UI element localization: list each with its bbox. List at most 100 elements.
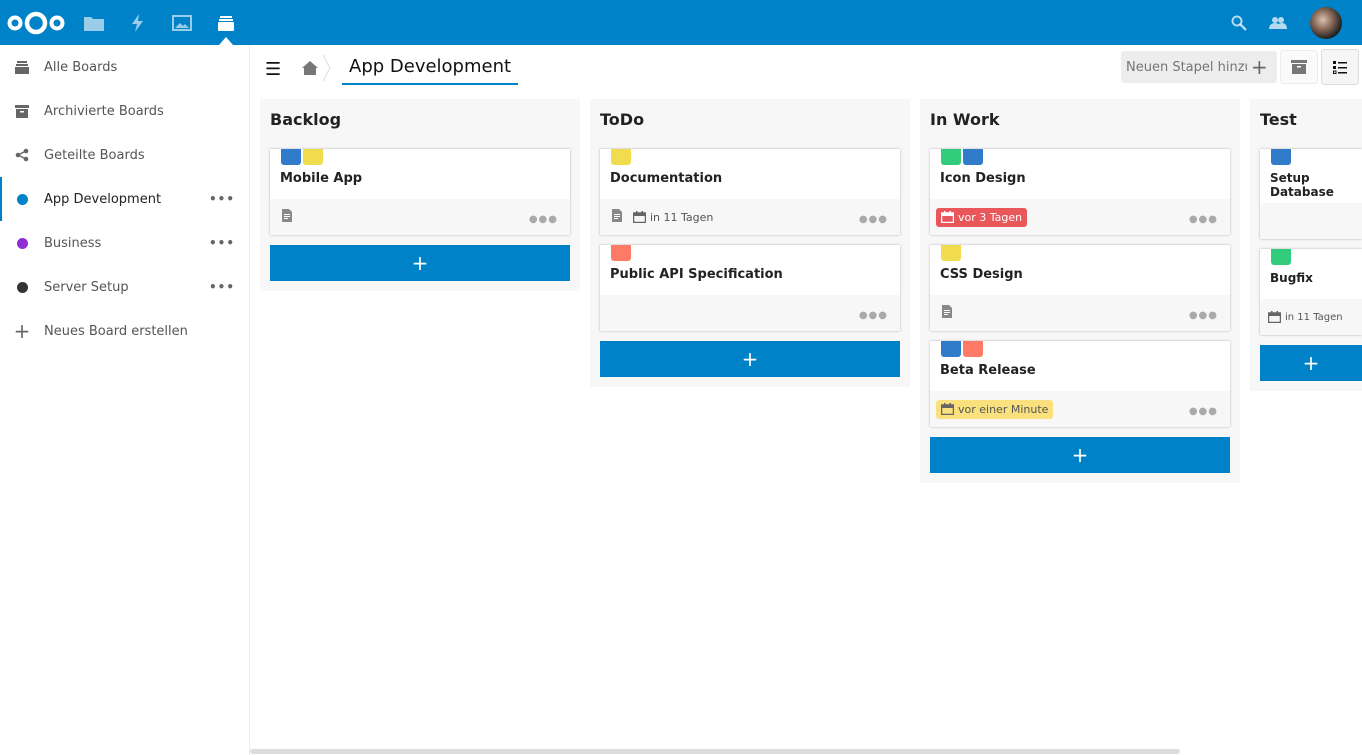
card-labels (600, 245, 900, 261)
due-date-badge: in 11 Tagen (628, 208, 718, 227)
card-footer: vor einer Minute (930, 391, 1230, 427)
archive-toggle-button[interactable] (1280, 50, 1318, 84)
card-menu-icon[interactable]: ●●● (858, 310, 888, 321)
sidebar-item-all-boards[interactable]: Alle Boards (0, 45, 249, 89)
stack-title[interactable]: ToDo (600, 110, 645, 129)
card-menu-icon[interactable]: ●●● (1188, 406, 1218, 417)
plus-icon: + (13, 319, 31, 343)
plus-icon: + (411, 251, 429, 275)
calendar-icon (633, 211, 646, 223)
card-labels (1260, 249, 1362, 265)
activity-icon[interactable] (127, 12, 149, 34)
sidebar-item-label: App Development (44, 191, 162, 207)
card[interactable]: Beta Release vor einer Minute ●●● (930, 341, 1230, 427)
card-menu-icon[interactable]: ●●● (528, 214, 558, 225)
menu-toggle-icon[interactable]: ☰ (265, 59, 282, 80)
files-icon[interactable] (83, 12, 105, 34)
due-date-text: in 11 Tagen (650, 210, 714, 224)
sidebar-item-label: Archivierte Boards (44, 103, 164, 119)
new-stack-field[interactable] (1121, 59, 1247, 75)
card[interactable]: Public API Specification ●●● (600, 245, 900, 331)
stack: Backlog Mobile App ●●● + (260, 99, 580, 291)
gallery-icon[interactable] (171, 12, 193, 34)
stack-title[interactable]: Test (1260, 110, 1297, 129)
card-labels (270, 149, 570, 165)
card-labels (930, 149, 1230, 165)
plus-icon[interactable]: + (1251, 55, 1268, 79)
card-menu-icon[interactable]: ●●● (1188, 310, 1218, 321)
more-options-icon[interactable]: ••• (208, 280, 235, 294)
card-footer (1260, 203, 1362, 239)
add-card-button[interactable]: + (1260, 345, 1362, 381)
description-icon (942, 305, 952, 321)
plus-icon: + (741, 347, 759, 371)
card-title: Beta Release (940, 363, 1036, 378)
label-tag (963, 149, 983, 165)
add-card-button[interactable]: + (930, 437, 1230, 473)
board-controls: ☰ App Development + (250, 45, 1362, 90)
deck-icon[interactable] (215, 12, 237, 34)
label-tag (941, 149, 961, 165)
label-tag (1271, 149, 1291, 165)
stack: In Work Icon Design vor 3 Tagen ●●● CSS Desi… (920, 99, 1240, 483)
card[interactable]: Documentation in 11 Tagen ●●● (600, 149, 900, 235)
more-options-icon[interactable]: ••• (208, 192, 235, 206)
new-stack-input[interactable]: + (1121, 51, 1277, 83)
add-card-button[interactable]: + (600, 341, 900, 377)
horizontal-scrollbar[interactable] (250, 749, 1180, 754)
card-title: Setup Database (1270, 171, 1334, 199)
active-app-indicator (219, 37, 233, 45)
card-title: Mobile App (280, 171, 363, 186)
sidebar-item-label: Geteilte Boards (44, 147, 145, 163)
nextcloud-logo[interactable] (6, 10, 66, 36)
card-labels (600, 149, 900, 165)
label-tag (941, 341, 961, 357)
card-footer (600, 295, 900, 331)
sidebar-item-business[interactable]: Business ••• (0, 221, 249, 265)
board-color-dot (16, 237, 28, 249)
more-options-icon[interactable]: ••• (208, 236, 235, 250)
sidebar-item-shared-boards[interactable]: Geteilte Boards (0, 133, 249, 177)
calendar-icon (941, 211, 954, 223)
label-tag (1271, 249, 1291, 265)
stack-title[interactable]: Backlog (270, 110, 342, 129)
sidebar-item-app-development[interactable]: App Development ••• (0, 177, 249, 221)
archive-icon (0, 104, 44, 118)
avatar[interactable] (1310, 7, 1342, 39)
add-card-button[interactable]: + (270, 245, 570, 281)
sidebar-item-label: Neues Board erstellen (44, 323, 188, 339)
new-board-button[interactable]: + Neues Board erstellen (0, 309, 249, 353)
due-date-text: vor einer Minute (958, 402, 1049, 416)
card-menu-icon[interactable]: ●●● (858, 214, 888, 225)
sidebar-item-archived-boards[interactable]: Archivierte Boards (0, 89, 249, 133)
label-tag (611, 149, 631, 165)
card[interactable]: CSS Design ●●● (930, 245, 1230, 331)
card[interactable]: Mobile App ●●● (270, 149, 570, 235)
home-icon[interactable] (302, 60, 318, 79)
contacts-icon[interactable] (1267, 12, 1289, 34)
details-toggle-button[interactable] (1321, 49, 1359, 85)
label-tag (963, 341, 983, 357)
search-icon[interactable] (1228, 12, 1250, 34)
stack: ToDo Documentation in 11 Tagen ●●● Public AP… (590, 99, 910, 387)
card-menu-icon[interactable]: ●●● (1188, 214, 1218, 225)
card-title: Bugfix (1270, 271, 1313, 285)
card-footer (930, 295, 1230, 331)
sidebar-item-server-setup[interactable]: Server Setup ••• (0, 265, 249, 309)
plus-icon: + (1071, 443, 1089, 467)
due-date-badge: in 11 Tagen (1263, 308, 1348, 326)
calendar-icon (941, 403, 954, 415)
stack-title[interactable]: In Work (930, 110, 1000, 129)
label-tag (611, 245, 631, 261)
card[interactable]: Icon Design vor 3 Tagen ●●● (930, 149, 1230, 235)
card-footer (270, 199, 570, 235)
card[interactable]: Setup Database●●● (1260, 149, 1362, 239)
card-labels (930, 245, 1230, 261)
due-date-text: in 11 Tagen (1285, 311, 1343, 323)
label-tag (303, 149, 323, 165)
due-date-text: vor 3 Tagen (958, 210, 1023, 224)
card-labels (930, 341, 1230, 357)
top-header (0, 0, 1362, 45)
